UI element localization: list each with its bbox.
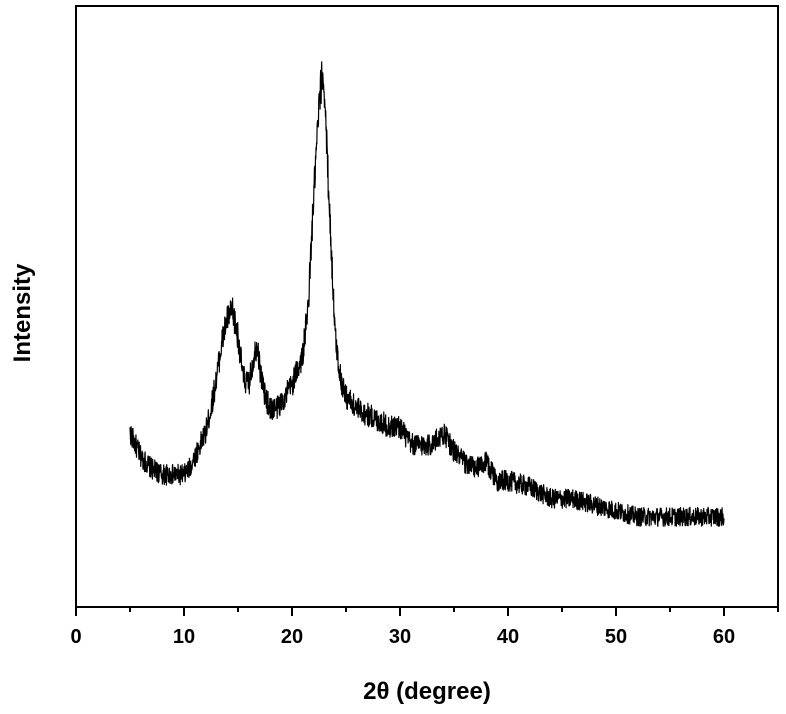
x-axis-title: 2θ (degree) [363,678,491,705]
x-tick-label: 20 [281,626,303,648]
y-axis-title: Intensity [9,263,36,362]
x-tick-label: 50 [605,626,627,648]
x-tick-label: 40 [497,626,519,648]
x-tick-label: 30 [389,626,411,648]
x-tick-label: 0 [70,626,81,648]
plot-frame [75,5,779,608]
x-tick-label: 10 [173,626,195,648]
x-tick-label: 60 [713,626,735,648]
series-line [129,61,725,527]
x-axis-ticks [75,607,779,616]
x-axis-tick-labels: 0 10 20 30 40 50 60 [70,626,735,648]
